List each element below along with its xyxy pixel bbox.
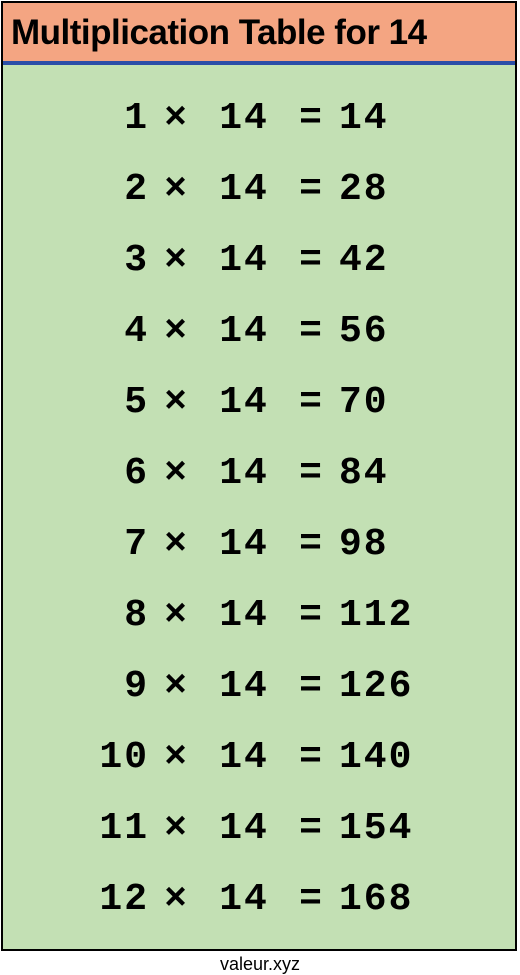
times-operator: × [149, 523, 204, 566]
equals-sign: = [284, 523, 339, 566]
result-value: 42 [339, 239, 459, 282]
times-operator: × [149, 594, 204, 637]
multiplier-value: 7 [59, 523, 149, 566]
multiplier-value: 4 [59, 310, 149, 353]
times-operator: × [149, 736, 204, 779]
multiplier-value: 8 [59, 594, 149, 637]
table-row: 2×14=28 [3, 154, 515, 225]
multiplication-table: 1×14=142×14=283×14=424×14=565×14=706×14=… [3, 65, 515, 949]
equals-sign: = [284, 310, 339, 353]
multiplicand-value: 14 [204, 452, 284, 495]
multiplier-value: 9 [59, 665, 149, 708]
table-row: 10×14=140 [3, 722, 515, 793]
multiplicand-value: 14 [204, 807, 284, 850]
table-container: Multiplication Table for 14 1×14=142×14=… [1, 1, 517, 951]
table-row: 5×14=70 [3, 367, 515, 438]
table-row: 9×14=126 [3, 651, 515, 722]
result-value: 84 [339, 452, 459, 495]
result-value: 140 [339, 736, 459, 779]
times-operator: × [149, 807, 204, 850]
times-operator: × [149, 97, 204, 140]
multiplicand-value: 14 [204, 736, 284, 779]
equals-sign: = [284, 452, 339, 495]
footer-text: valeur.xyz [0, 952, 520, 975]
table-row: 7×14=98 [3, 509, 515, 580]
multiplicand-value: 14 [204, 97, 284, 140]
multiplicand-value: 14 [204, 594, 284, 637]
times-operator: × [149, 310, 204, 353]
multiplicand-value: 14 [204, 239, 284, 282]
equals-sign: = [284, 807, 339, 850]
times-operator: × [149, 381, 204, 424]
equals-sign: = [284, 665, 339, 708]
multiplier-value: 5 [59, 381, 149, 424]
multiplicand-value: 14 [204, 381, 284, 424]
multiplier-value: 11 [59, 807, 149, 850]
result-value: 126 [339, 665, 459, 708]
page-title: Multiplication Table for 14 [3, 3, 515, 61]
multiplicand-value: 14 [204, 878, 284, 921]
result-value: 70 [339, 381, 459, 424]
equals-sign: = [284, 239, 339, 282]
table-row: 1×14=14 [3, 83, 515, 154]
result-value: 112 [339, 594, 459, 637]
times-operator: × [149, 665, 204, 708]
table-row: 4×14=56 [3, 296, 515, 367]
result-value: 154 [339, 807, 459, 850]
multiplier-value: 2 [59, 168, 149, 211]
equals-sign: = [284, 594, 339, 637]
table-row: 8×14=112 [3, 580, 515, 651]
result-value: 28 [339, 168, 459, 211]
equals-sign: = [284, 878, 339, 921]
result-value: 168 [339, 878, 459, 921]
multiplier-value: 1 [59, 97, 149, 140]
equals-sign: = [284, 381, 339, 424]
times-operator: × [149, 878, 204, 921]
multiplicand-value: 14 [204, 310, 284, 353]
result-value: 14 [339, 97, 459, 140]
equals-sign: = [284, 168, 339, 211]
multiplicand-value: 14 [204, 168, 284, 211]
result-value: 98 [339, 523, 459, 566]
multiplier-value: 12 [59, 878, 149, 921]
times-operator: × [149, 452, 204, 495]
table-row: 3×14=42 [3, 225, 515, 296]
equals-sign: = [284, 736, 339, 779]
times-operator: × [149, 168, 204, 211]
times-operator: × [149, 239, 204, 282]
table-row: 11×14=154 [3, 793, 515, 864]
equals-sign: = [284, 97, 339, 140]
multiplicand-value: 14 [204, 523, 284, 566]
table-row: 12×14=168 [3, 864, 515, 935]
table-row: 6×14=84 [3, 438, 515, 509]
result-value: 56 [339, 310, 459, 353]
multiplier-value: 6 [59, 452, 149, 495]
multiplier-value: 3 [59, 239, 149, 282]
multiplier-value: 10 [59, 736, 149, 779]
multiplicand-value: 14 [204, 665, 284, 708]
